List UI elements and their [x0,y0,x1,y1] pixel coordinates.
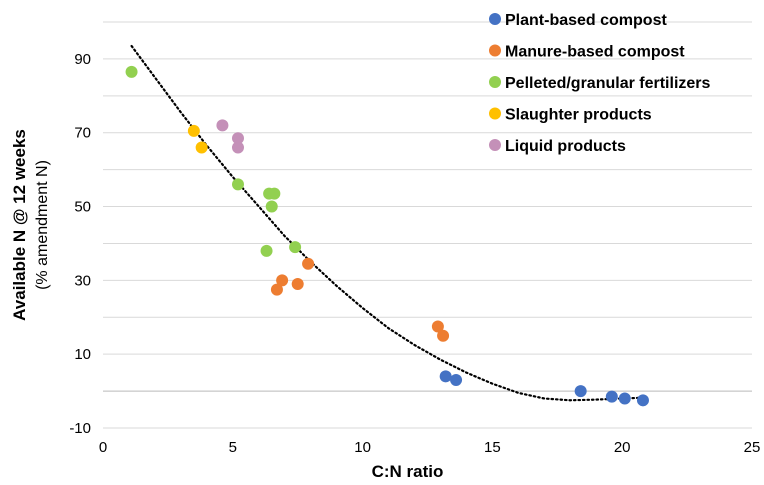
legend-marker [489,107,501,120]
x-tick-label: 10 [354,439,371,456]
data-point-series-4 [216,119,229,132]
data-point-series-0 [636,394,649,407]
legend-marker [489,13,501,25]
legend-marker [489,76,501,88]
data-point-series-2 [268,187,281,200]
data-point-series-0 [450,374,463,387]
trendline [130,44,645,402]
data-point-series-2 [289,241,302,254]
y-tick-label: 90 [74,51,91,68]
x-tick-label: 0 [99,439,107,456]
data-point-series-2 [260,244,273,257]
legend-label: Manure-based compost [505,44,685,61]
data-point-series-0 [439,370,452,383]
y-axis-subtitle: (% amendment N) [34,160,51,290]
y-tick-label: 70 [74,125,91,142]
x-tick-label: 20 [614,439,631,456]
legend-marker [489,44,501,57]
data-point-series-2 [125,65,138,78]
legend: Plant-based compost Manure-based compost P… [489,12,711,155]
y-tick-labels: -10 10 30 50 70 90 [69,51,91,437]
legend-marker [489,139,501,151]
y-tick-label: 10 [74,346,91,363]
data-point-series-3 [195,141,208,154]
data-point-series-1 [276,274,289,287]
x-axis-title: C:N ratio [372,462,444,481]
y-tick-label: -10 [69,420,91,437]
data-point-series-2 [265,200,278,213]
data-point-series-1 [270,283,283,296]
x-tick-label: 25 [744,439,761,456]
data-point-series-1 [437,329,450,342]
data-point-series-1 [302,257,315,270]
x-tick-label: 15 [484,439,501,456]
y-tick-label: 30 [74,272,91,289]
x-tick-label: 5 [229,439,237,456]
legend-label: Pelleted/granular fertilizers [505,75,711,92]
data-points [125,65,649,407]
data-point-series-4 [231,141,244,154]
legend-label: Slaughter products [505,107,652,124]
legend-label: Liquid products [505,138,626,155]
data-point-series-1 [291,278,304,291]
data-point-series-4 [231,132,244,145]
data-point-series-0 [618,392,631,405]
legend-label: Plant-based compost [505,12,667,29]
y-tick-label: 50 [74,199,91,216]
data-point-series-1 [431,320,444,333]
data-point-series-2 [231,178,244,191]
y-axis-title: Available N @ 12 weeks [10,129,29,321]
x-tick-labels: 0 5 10 15 20 25 [99,439,761,456]
data-point-series-0 [605,390,618,403]
data-point-series-0 [574,385,587,398]
data-point-series-3 [187,124,200,137]
